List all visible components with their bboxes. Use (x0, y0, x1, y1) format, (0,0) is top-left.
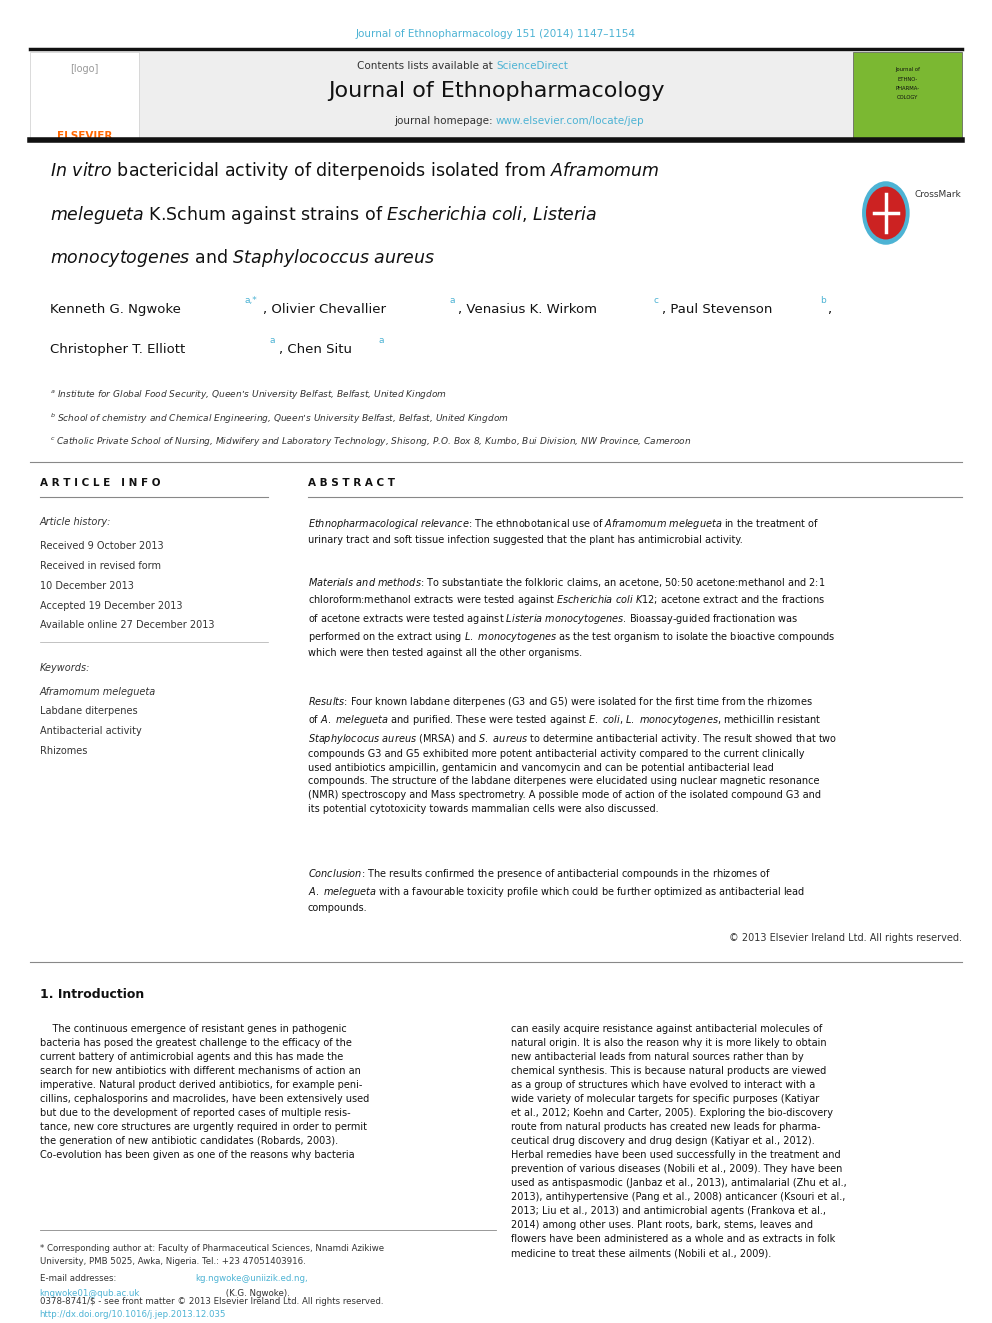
Circle shape (866, 187, 906, 239)
Text: COLOGY: COLOGY (897, 95, 919, 101)
Text: ETHNO-: ETHNO- (898, 77, 918, 82)
Text: $\it{Results}$: Four known labdane diterpenes (G3 and G5) were isolated for the : $\it{Results}$: Four known labdane diter… (308, 695, 837, 814)
Text: $^a$ Institute for Global Food Security, Queen’s University Belfast, Belfast, Un: $^a$ Institute for Global Food Security,… (50, 388, 446, 401)
Text: A R T I C L E   I N F O: A R T I C L E I N F O (40, 478, 160, 488)
Text: $\it{melegueta}$ K.Schum against strains of $\it{Escherichia\ coli}$, $\it{Liste: $\it{melegueta}$ K.Schum against strains… (50, 204, 596, 226)
Text: 0378-8741/$ - see front matter © 2013 Elsevier Ireland Ltd. All rights reserved.: 0378-8741/$ - see front matter © 2013 El… (40, 1297, 383, 1306)
Bar (139, 52, 853, 138)
Text: c: c (654, 296, 659, 306)
Text: ScienceDirect: ScienceDirect (496, 61, 567, 71)
Text: Aframomum melegueta: Aframomum melegueta (40, 687, 156, 697)
Text: (K.G. Ngwoke).: (K.G. Ngwoke). (223, 1289, 290, 1298)
Text: PHARMA-: PHARMA- (896, 86, 920, 91)
Text: Antibacterial activity: Antibacterial activity (40, 726, 142, 737)
Text: 1. Introduction: 1. Introduction (40, 988, 144, 1002)
Text: Journal of Ethnopharmacology 151 (2014) 1147–1154: Journal of Ethnopharmacology 151 (2014) … (356, 29, 636, 40)
Text: b: b (820, 296, 826, 306)
Text: ELSEVIER: ELSEVIER (57, 131, 112, 142)
Text: kngwoke01@qub.ac.uk: kngwoke01@qub.ac.uk (40, 1289, 140, 1298)
Text: Available online 27 December 2013: Available online 27 December 2013 (40, 620, 214, 631)
Text: Kenneth G. Ngwoke: Kenneth G. Ngwoke (50, 303, 181, 316)
Text: a,*: a,* (244, 296, 257, 306)
Text: journal homepage:: journal homepage: (394, 116, 496, 127)
Text: Accepted 19 December 2013: Accepted 19 December 2013 (40, 601, 183, 611)
Text: Contents lists available at: Contents lists available at (357, 61, 496, 71)
Text: http://dx.doi.org/10.1016/j.jep.2013.12.035: http://dx.doi.org/10.1016/j.jep.2013.12.… (40, 1310, 226, 1319)
Text: Labdane diterpenes: Labdane diterpenes (40, 706, 137, 717)
Text: kg.ngwoke@uniizik.ed.ng,: kg.ngwoke@uniizik.ed.ng, (195, 1274, 309, 1283)
Text: a: a (379, 336, 385, 345)
Text: [logo]: [logo] (70, 64, 98, 74)
Text: a: a (270, 336, 276, 345)
Text: www.elsevier.com/locate/jep: www.elsevier.com/locate/jep (496, 116, 645, 127)
Text: ,: , (827, 303, 831, 316)
Text: $\it{Conclusion}$: The results confirmed the presence of antibacterial compounds: $\it{Conclusion}$: The results confirmed… (308, 867, 805, 913)
Text: Journal of: Journal of (895, 67, 921, 73)
Text: The continuous emergence of resistant genes in pathogenic
bacteria has posed the: The continuous emergence of resistant ge… (40, 1024, 369, 1160)
Text: $^c$ Catholic Private School of Nursing, Midwifery and Laboratory Technology, Sh: $^c$ Catholic Private School of Nursing,… (50, 435, 690, 448)
Bar (30, 52, 139, 138)
Text: © 2013 Elsevier Ireland Ltd. All rights reserved.: © 2013 Elsevier Ireland Ltd. All rights … (729, 933, 962, 943)
Text: a: a (449, 296, 455, 306)
Text: $\it{Ethnopharmacological\ relevance}$: The ethnobotanical use of $\it{Aframomum: $\it{Ethnopharmacological\ relevance}$: … (308, 517, 818, 545)
Text: $\it{In\ vitro}$ bactericidal activity of diterpenoids isolated from $\it{Aframo: $\it{In\ vitro}$ bactericidal activity o… (50, 160, 660, 183)
Text: , Paul Stevenson: , Paul Stevenson (662, 303, 772, 316)
Text: $\it{Materials\ and\ methods}$: To substantiate the folkloric claims, an acetone: $\it{Materials\ and\ methods}$: To subst… (308, 576, 835, 658)
Text: $^b$ School of chemistry and Chemical Engineering, Queen’s University Belfast, B: $^b$ School of chemistry and Chemical En… (50, 411, 508, 426)
Text: , Chen Situ: , Chen Situ (279, 343, 352, 356)
Text: * Corresponding author at: Faculty of Pharmaceutical Sciences, Nnamdi Azikiwe: * Corresponding author at: Faculty of Ph… (40, 1244, 384, 1253)
Bar (853, 52, 962, 138)
Text: Article history:: Article history: (40, 517, 111, 528)
Text: , Venasius K. Wirkom: , Venasius K. Wirkom (458, 303, 597, 316)
Text: University, PMB 5025, Awka, Nigeria. Tel.: +23 47051403916.: University, PMB 5025, Awka, Nigeria. Tel… (40, 1257, 306, 1266)
Text: Journal of Ethnopharmacology: Journal of Ethnopharmacology (327, 81, 665, 101)
Circle shape (862, 181, 910, 245)
Text: 10 December 2013: 10 December 2013 (40, 581, 134, 591)
Text: can easily acquire resistance against antibacterial molecules of
natural origin.: can easily acquire resistance against an… (511, 1024, 846, 1258)
Text: CrossMark: CrossMark (915, 191, 961, 198)
Text: Rhizomes: Rhizomes (40, 746, 87, 757)
Text: A B S T R A C T: A B S T R A C T (308, 478, 395, 488)
Text: Christopher T. Elliott: Christopher T. Elliott (50, 343, 185, 356)
Text: Keywords:: Keywords: (40, 663, 90, 673)
Text: , Olivier Chevallier: , Olivier Chevallier (263, 303, 386, 316)
Text: Received in revised form: Received in revised form (40, 561, 161, 572)
Text: $\it{monocytogenes}$ and $\it{Staphylococcus\ aureus}$: $\it{monocytogenes}$ and $\it{Staphyloco… (50, 247, 434, 270)
Text: E-mail addresses:: E-mail addresses: (40, 1274, 119, 1283)
Text: Received 9 October 2013: Received 9 October 2013 (40, 541, 164, 552)
